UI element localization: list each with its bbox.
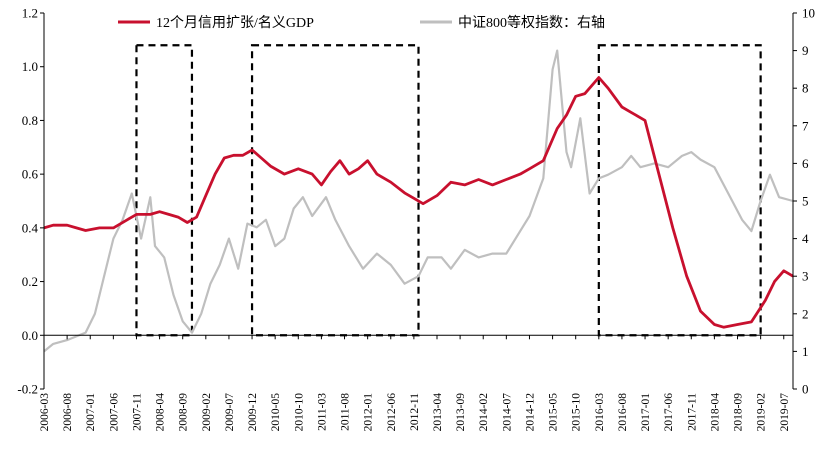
x-tick-label: 2008-09: [178, 393, 190, 432]
x-tick-label: 2014-07: [501, 393, 513, 432]
legend-label-index: 中证800等权指数：右轴: [458, 14, 605, 31]
right-tick-label: 10: [802, 6, 815, 21]
x-tick-label: 2017-06: [663, 393, 675, 432]
right-tick-label: 4: [802, 231, 809, 246]
highlight-box-1: [135, 44, 194, 337]
credit-series-line: [43, 76, 794, 329]
x-tick-label: 2008-04: [155, 393, 167, 432]
x-tick-label: 2018-04: [709, 393, 721, 432]
x-tick-label: 2013-04: [432, 393, 444, 432]
left-tick-label: -0.2: [17, 382, 38, 397]
highlight-box-2: [250, 44, 420, 337]
legend-label-credit: 12个月信用扩张/名义GDP: [156, 15, 314, 31]
legend: 12个月信用扩张/名义GDP 中证800等权指数：右轴: [118, 14, 605, 31]
x-tick-label: 2012-06: [386, 393, 398, 432]
left-tick-label: 1.0: [22, 59, 38, 74]
x-tick-label: 2017-11: [686, 393, 698, 431]
x-tick-label: 2007-11: [131, 393, 143, 431]
x-tick-label: 2006-03: [39, 393, 51, 432]
right-tick-label: 3: [802, 269, 809, 284]
right-tick-label: 9: [802, 43, 809, 58]
x-tick-label: 2006-08: [62, 393, 74, 432]
x-tick-label: 2017-01: [640, 393, 652, 432]
left-tick-label: 0.6: [22, 167, 39, 182]
x-tick-label: 2009-02: [201, 393, 213, 432]
x-tick-label: 2015-05: [548, 393, 560, 432]
x-tick-label: 2016-03: [594, 393, 606, 432]
x-tick-label: 2019-07: [779, 393, 791, 432]
x-tick-label: 2009-12: [247, 393, 259, 432]
right-tick-label: 5: [802, 194, 809, 209]
x-tick-label: 2011-03: [316, 393, 328, 431]
x-tick-label: 2013-09: [455, 393, 467, 432]
x-tick-label: 2018-09: [733, 393, 745, 432]
x-tick-label: 2014-02: [478, 393, 490, 432]
right-tick-label: 1: [802, 344, 809, 359]
x-tick-label: 2012-01: [363, 393, 375, 432]
x-tick-label: 2015-10: [571, 393, 583, 432]
left-tick-label: 1.2: [22, 6, 38, 21]
x-tick-label: 2019-02: [756, 393, 768, 432]
highlight-box-3: [597, 44, 762, 337]
right-tick-label: 6: [802, 156, 809, 171]
axes: 1.21.00.80.60.40.20.0-0.2109876543210200…: [17, 6, 815, 432]
x-tick-label: 2012-11: [409, 393, 421, 431]
x-tick-label: 2010-05: [270, 393, 282, 432]
highlight-boxes: [135, 44, 762, 337]
credit-series-group: [43, 76, 794, 329]
x-tick-label: 2009-07: [224, 393, 236, 432]
x-tick-label: 2007-01: [85, 393, 97, 432]
x-tick-label: 2014-12: [524, 393, 536, 432]
x-tick-label: 2007-06: [108, 393, 120, 432]
x-tick-label: 2011-08: [340, 393, 352, 431]
left-tick-label: 0.0: [22, 328, 38, 343]
left-tick-label: 0.2: [22, 274, 38, 289]
right-tick-label: 7: [802, 118, 809, 133]
right-tick-label: 8: [802, 81, 809, 96]
right-tick-label: 2: [802, 306, 809, 321]
left-tick-label: 0.8: [22, 113, 38, 128]
left-tick-label: 0.4: [22, 220, 39, 235]
x-tick-label: 2010-10: [293, 393, 305, 432]
x-tick-label: 2016-08: [617, 393, 629, 432]
right-tick-label: 0: [802, 382, 809, 397]
